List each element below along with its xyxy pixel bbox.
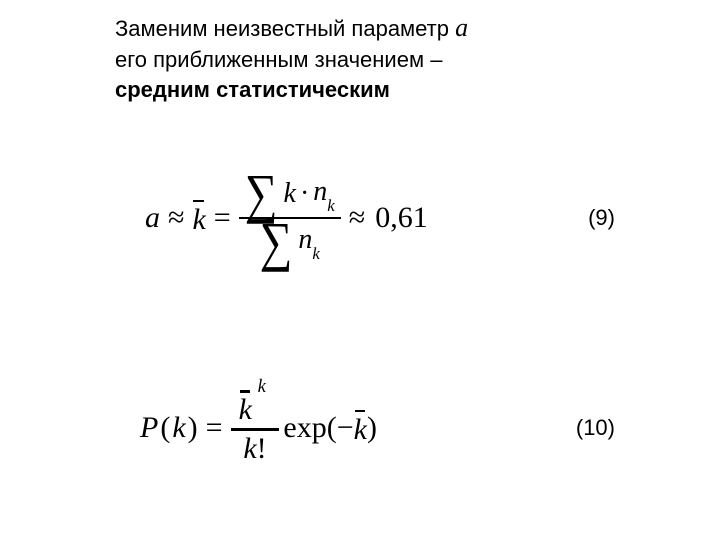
approx-sign: ≈ [345,201,369,235]
equals-sign: = [200,411,229,445]
intro-line3: средним статистическим [115,77,390,102]
intro-line1-pre: Заменим неизвестный параметр [115,16,455,41]
equation-9: a ≈ k = ∑ k · nk ∑ nk ≈ 0,61 (9) [145,148,615,288]
intro-line2: его приближенным значением – [115,47,442,72]
fraction-poisson: k k k! [231,389,280,467]
num-k: k [284,178,296,210]
var-a: a [145,201,160,235]
den-n: nk [298,224,319,260]
num-dot: · [298,178,311,210]
formula-10: P(k) = k k k! exp(−k) [140,389,377,467]
k-bar: k [192,200,205,237]
equation-10: P(k) = k k k! exp(−k) (10) [140,368,615,488]
intro-param-a: a [455,13,468,42]
equation-number-10: (10) [576,415,615,441]
intro-text: Заменим неизвестный параметр a его прибл… [115,10,585,104]
cap-p: P [140,411,158,445]
fraction-main: ∑ k · nk ∑ nk [239,171,341,264]
equation-number-9: (9) [588,205,615,231]
open-paren: ( [160,411,170,445]
approx-sign: ≈ [164,201,188,235]
fraction-denominator: ∑ nk [254,219,326,264]
fraction-top: k k [231,389,280,428]
value-061: 0,61 [373,201,428,235]
kbar-power-k: k k [239,390,252,427]
num-n: nk [313,176,334,212]
sigma-icon: ∑ [260,217,297,267]
equals-sign: = [210,201,235,235]
fraction-bot: k! [235,431,274,467]
arg-k: k [172,411,185,445]
close-paren: ) [188,411,198,445]
exp-term: exp(−k) [281,410,377,447]
formula-9: a ≈ k = ∑ k · nk ∑ nk ≈ 0,61 [145,171,428,264]
